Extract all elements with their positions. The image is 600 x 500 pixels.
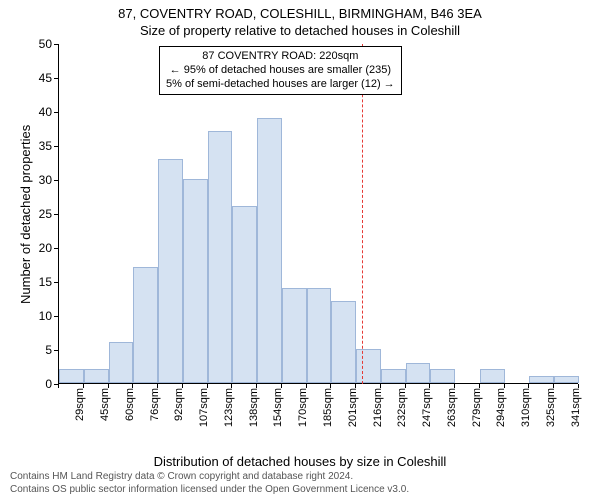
histogram-bar	[554, 376, 579, 383]
page-title-sub: Size of property relative to detached ho…	[0, 21, 600, 38]
x-tick-label: 294sqm	[495, 388, 507, 427]
y-tick-label: 0	[0, 377, 58, 391]
x-tick-label: 138sqm	[248, 388, 260, 427]
y-tick-label: 20	[0, 241, 58, 255]
x-axis-title: Distribution of detached houses by size …	[0, 454, 600, 469]
x-tick-mark	[355, 384, 356, 388]
x-tick-mark	[132, 384, 133, 388]
x-tick-label: 279sqm	[471, 388, 483, 427]
annotation-line-1: 87 COVENTRY ROAD: 220sqm	[166, 50, 395, 64]
footer-attribution: Contains HM Land Registry data © Crown c…	[10, 471, 409, 496]
x-tick-label: 201sqm	[347, 388, 359, 427]
y-tick-label: 35	[0, 139, 58, 153]
x-tick-label: 154sqm	[272, 388, 284, 427]
x-tick-mark	[281, 384, 282, 388]
x-tick-mark	[108, 384, 109, 388]
histogram-bar	[307, 288, 332, 383]
x-tick-label: 60sqm	[124, 388, 136, 421]
y-tick-mark	[54, 350, 58, 351]
histogram-bar	[406, 363, 431, 383]
plot-area: 87 COVENTRY ROAD: 220sqm ← 95% of detach…	[58, 44, 578, 384]
x-tick-label: 92sqm	[173, 388, 185, 421]
x-tick-mark	[454, 384, 455, 388]
x-tick-mark	[58, 384, 59, 388]
annotation-box: 87 COVENTRY ROAD: 220sqm ← 95% of detach…	[159, 46, 402, 95]
y-tick-mark	[54, 214, 58, 215]
x-tick-mark	[207, 384, 208, 388]
x-tick-mark	[83, 384, 84, 388]
histogram-bar	[158, 159, 183, 383]
x-tick-label: 45sqm	[99, 388, 111, 421]
page-title-address: 87, COVENTRY ROAD, COLESHILL, BIRMINGHAM…	[0, 0, 600, 21]
histogram-bar	[109, 342, 134, 383]
y-tick-label: 5	[0, 343, 58, 357]
histogram-bar	[430, 369, 455, 383]
x-tick-label: 325sqm	[545, 388, 557, 427]
x-tick-label: 107sqm	[198, 388, 210, 427]
histogram-bar	[84, 369, 109, 383]
y-tick-mark	[54, 180, 58, 181]
histogram-bar	[480, 369, 505, 383]
x-tick-label: 216sqm	[372, 388, 384, 427]
x-tick-label: 247sqm	[421, 388, 433, 427]
x-tick-mark	[405, 384, 406, 388]
y-tick-label: 45	[0, 71, 58, 85]
histogram-bar	[282, 288, 307, 383]
x-tick-mark	[479, 384, 480, 388]
histogram-bar	[183, 179, 208, 383]
y-tick-mark	[54, 112, 58, 113]
x-tick-label: 76sqm	[149, 388, 161, 421]
y-tick-label: 40	[0, 105, 58, 119]
histogram-bar	[529, 376, 554, 383]
chart-container: Number of detached properties 87 COVENTR…	[0, 44, 600, 424]
x-tick-label: 310sqm	[520, 388, 532, 427]
histogram-bar	[257, 118, 282, 383]
x-tick-mark	[182, 384, 183, 388]
x-tick-mark	[528, 384, 529, 388]
y-tick-label: 10	[0, 309, 58, 323]
histogram-bar	[356, 349, 381, 383]
y-tick-mark	[54, 78, 58, 79]
footer-line-2: Contains OS public sector information li…	[10, 484, 409, 497]
x-tick-label: 123sqm	[223, 388, 235, 427]
y-tick-label: 15	[0, 275, 58, 289]
x-tick-mark	[578, 384, 579, 388]
x-tick-label: 170sqm	[297, 388, 309, 427]
annotation-line-2: ← 95% of detached houses are smaller (23…	[166, 64, 395, 78]
y-tick-label: 30	[0, 173, 58, 187]
x-tick-mark	[504, 384, 505, 388]
y-tick-label: 25	[0, 207, 58, 221]
x-tick-label: 341sqm	[570, 388, 582, 427]
histogram-bar	[381, 369, 406, 383]
x-tick-mark	[256, 384, 257, 388]
x-tick-label: 185sqm	[322, 388, 334, 427]
x-tick-mark	[157, 384, 158, 388]
y-tick-label: 50	[0, 37, 58, 51]
histogram-bar	[232, 206, 257, 383]
histogram-bar	[208, 131, 233, 383]
x-tick-label: 232sqm	[396, 388, 408, 427]
annotation-line-3: 5% of semi-detached houses are larger (1…	[166, 78, 395, 92]
x-tick-mark	[429, 384, 430, 388]
y-tick-mark	[54, 44, 58, 45]
x-tick-mark	[330, 384, 331, 388]
x-tick-mark	[553, 384, 554, 388]
histogram-bar	[331, 301, 356, 383]
x-tick-mark	[380, 384, 381, 388]
y-tick-mark	[54, 248, 58, 249]
x-tick-mark	[306, 384, 307, 388]
y-tick-mark	[54, 146, 58, 147]
x-tick-mark	[231, 384, 232, 388]
histogram-bar	[133, 267, 158, 383]
footer-line-1: Contains HM Land Registry data © Crown c…	[10, 471, 409, 484]
x-tick-label: 29sqm	[74, 388, 86, 421]
histogram-bar	[59, 369, 84, 383]
y-tick-mark	[54, 316, 58, 317]
y-tick-mark	[54, 282, 58, 283]
x-tick-label: 263sqm	[446, 388, 458, 427]
